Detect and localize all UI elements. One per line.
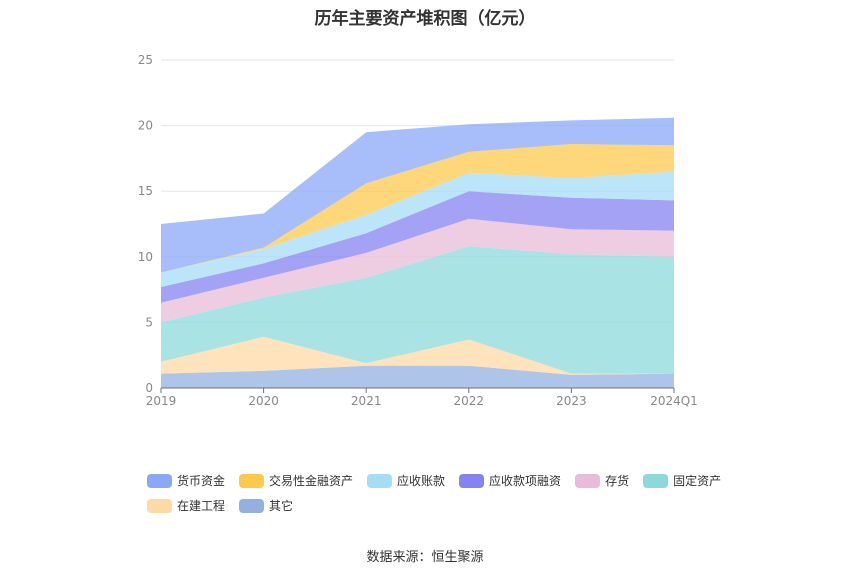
legend-swatch: [147, 498, 172, 513]
area-series-7: [161, 117, 674, 273]
legend-label: 在建工程: [177, 499, 226, 513]
area-series-4: [161, 191, 674, 303]
area-series-1: [161, 336, 674, 375]
y-tick-label: 5: [145, 315, 153, 329]
legend-item[interactable]: 其它: [239, 497, 293, 514]
x-tick-label: 2021: [351, 394, 382, 408]
y-tick-label: 10: [138, 250, 153, 264]
legend-swatch: [459, 473, 485, 488]
legend-swatch: [147, 473, 172, 488]
x-tick-label: 2022: [454, 394, 485, 408]
legend-item[interactable]: 应收款项融资: [459, 472, 561, 489]
area-series-5: [161, 171, 674, 287]
y-tick-label: 25: [138, 53, 153, 67]
y-tick-label: 0: [145, 381, 153, 395]
legend-swatch: [575, 473, 601, 488]
x-tick-label: 2024Q1: [650, 394, 698, 408]
legend-item[interactable]: 交易性金融资产: [239, 472, 353, 489]
legend-label: 应收款项融资: [489, 474, 562, 488]
data-source: 数据来源：恒生聚源: [366, 550, 484, 565]
area-series-2: [161, 246, 674, 374]
legend-item[interactable]: 在建工程: [147, 497, 225, 514]
legend-label: 存货: [605, 474, 630, 488]
legend-swatch: [643, 473, 669, 488]
y-tick-label: 15: [138, 184, 153, 198]
area-series-0: [161, 365, 674, 388]
legend-swatch: [239, 473, 265, 488]
legend-item[interactable]: 存货: [575, 472, 629, 489]
x-tick-label: 2019: [146, 394, 177, 408]
legend-label: 其它: [269, 499, 294, 513]
area-series-6: [161, 144, 674, 273]
legend-swatch: [367, 473, 393, 488]
legend: 货币资金 交易性金融资产 应收账款 应收款项融资 存货 固定资产在建工程 其它: [147, 472, 737, 514]
legend-label: 货币资金: [177, 474, 226, 488]
area-series-3: [161, 218, 674, 323]
legend-swatch: [239, 498, 265, 513]
legend-item[interactable]: 货币资金: [147, 472, 225, 489]
legend-label: 应收账款: [397, 474, 446, 488]
chart-plot: 0 5 10 15 20 25 2019 2020 2021 2022 2023 2024Q1: [138, 53, 698, 408]
y-tick-label: 20: [138, 119, 153, 133]
legend-label: 固定资产: [673, 474, 722, 488]
legend-item[interactable]: 应收账款: [367, 472, 445, 489]
chart-title: 历年主要资产堆积图（亿元）: [314, 9, 536, 29]
legend-label: 交易性金融资产: [269, 474, 354, 488]
legend-item[interactable]: 固定资产: [643, 472, 721, 489]
x-tick-label: 2023: [556, 394, 587, 408]
x-tick-label: 2020: [248, 394, 279, 408]
